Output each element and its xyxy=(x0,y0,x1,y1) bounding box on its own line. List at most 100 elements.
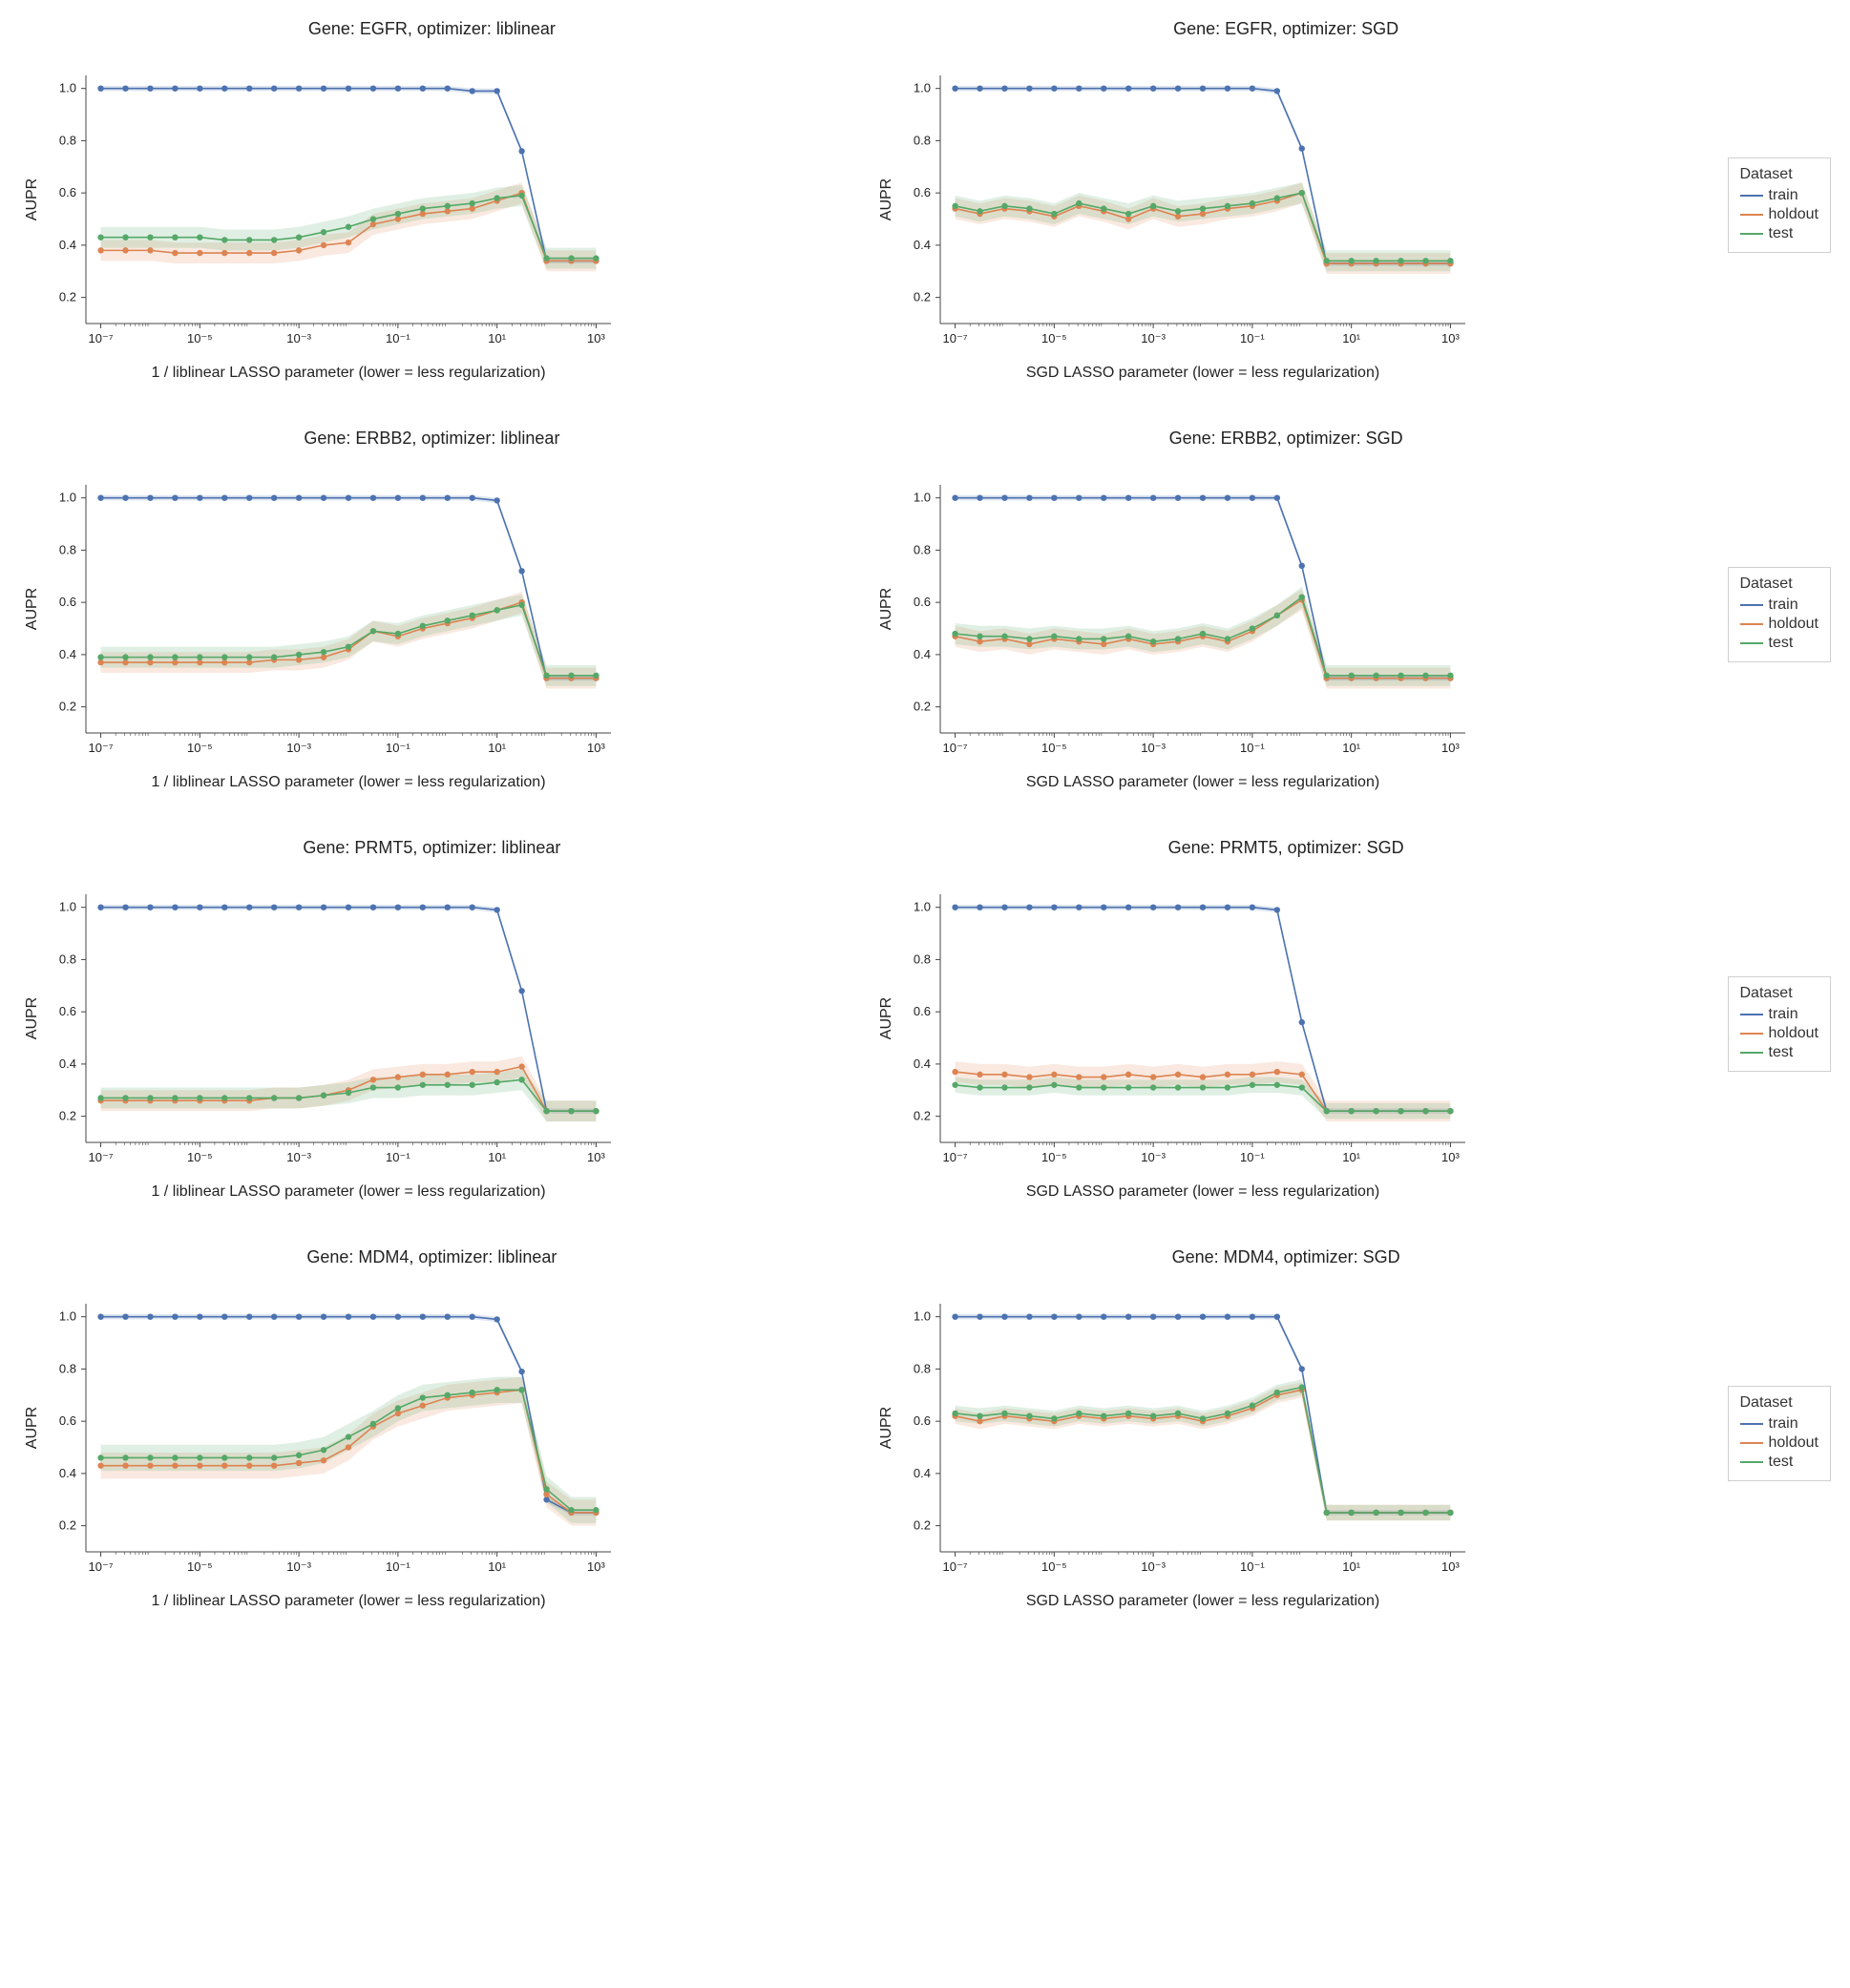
marker-train xyxy=(1125,85,1131,91)
marker-train xyxy=(346,1313,351,1319)
marker-train xyxy=(1298,1019,1304,1025)
x-axis-label: SGD LASSO parameter (lower = less regula… xyxy=(1026,365,1379,381)
x-tick-label: 10⁻⁷ xyxy=(89,1150,114,1164)
marker-train xyxy=(147,85,153,91)
marker-test xyxy=(1125,1084,1131,1090)
y-tick-label: 0.2 xyxy=(59,700,76,714)
marker-train xyxy=(494,1316,499,1322)
marker-test xyxy=(395,211,401,217)
marker-test xyxy=(470,200,475,206)
marker-train xyxy=(1273,907,1279,912)
marker-train xyxy=(1026,85,1032,91)
marker-holdout xyxy=(370,1077,376,1082)
marker-test xyxy=(445,617,451,623)
marker-train xyxy=(346,85,351,91)
marker-test xyxy=(1026,1413,1032,1418)
marker-train xyxy=(321,494,326,500)
marker-holdout xyxy=(296,247,302,253)
marker-test xyxy=(1373,673,1378,679)
marker-holdout xyxy=(97,1462,103,1468)
marker-train xyxy=(977,494,982,500)
marker-test xyxy=(420,1394,426,1400)
y-tick-label: 0.8 xyxy=(59,542,76,556)
marker-test xyxy=(246,237,252,242)
panel-erbb2-liblinear: Gene: ERBB2, optimizer: liblinear0.20.40… xyxy=(19,429,845,800)
marker-holdout xyxy=(246,1462,252,1468)
marker-holdout xyxy=(518,1063,524,1069)
marker-holdout xyxy=(122,1462,128,1468)
legend-label: holdout xyxy=(1769,1434,1819,1452)
marker-holdout xyxy=(420,1403,426,1409)
marker-test xyxy=(1200,631,1206,637)
y-tick-label: 0.6 xyxy=(59,185,76,199)
legend-label: holdout xyxy=(1769,1025,1819,1042)
marker-test xyxy=(395,1405,401,1411)
marker-train xyxy=(147,1313,153,1319)
marker-train xyxy=(370,1313,376,1319)
legend-item-holdout: holdout xyxy=(1740,1434,1819,1452)
y-tick-label: 1.0 xyxy=(914,491,931,505)
marker-holdout xyxy=(1101,1074,1106,1079)
y-tick-label: 0.4 xyxy=(59,1466,76,1480)
marker-test xyxy=(1323,1108,1329,1114)
marker-test xyxy=(1101,1084,1106,1090)
marker-test xyxy=(296,1453,302,1458)
y-tick-label: 0.4 xyxy=(59,1057,76,1071)
marker-test xyxy=(1224,1411,1230,1416)
marker-test xyxy=(346,1090,351,1096)
marker-train xyxy=(1249,904,1254,910)
marker-test xyxy=(445,1082,451,1088)
x-axis-label: SGD LASSO parameter (lower = less regula… xyxy=(1026,1593,1379,1609)
chart-title: Gene: EGFR, optimizer: SGD xyxy=(873,19,1699,39)
x-tick-label: 10⁻¹ xyxy=(1240,331,1265,345)
y-axis-label: AUPR xyxy=(878,178,894,220)
chart-mdm4-liblinear: 0.20.40.60.81.010⁻⁷10⁻⁵10⁻³10⁻¹10¹10³AUP… xyxy=(19,1275,630,1619)
x-tick-label: 10¹ xyxy=(488,741,506,755)
marker-test xyxy=(1249,1403,1254,1409)
marker-test xyxy=(543,255,549,261)
marker-train xyxy=(221,494,227,500)
panel-prmt5-liblinear: Gene: PRMT5, optimizer: liblinear0.20.40… xyxy=(19,838,845,1209)
marker-train xyxy=(1051,1313,1057,1319)
marker-train xyxy=(1051,85,1057,91)
marker-train xyxy=(445,494,451,500)
legend-swatch xyxy=(1740,1423,1763,1425)
marker-train xyxy=(1076,85,1082,91)
chart-title: Gene: MDM4, optimizer: SGD xyxy=(873,1247,1699,1267)
marker-test xyxy=(1398,1108,1403,1114)
y-tick-label: 0.4 xyxy=(914,1466,931,1480)
x-tick-label: 10¹ xyxy=(488,331,506,345)
y-tick-label: 0.6 xyxy=(914,1413,931,1428)
marker-test xyxy=(271,1454,277,1460)
marker-test xyxy=(246,654,252,659)
legend-label: holdout xyxy=(1769,616,1819,633)
marker-test xyxy=(977,634,982,639)
marker-holdout xyxy=(221,250,227,256)
marker-train xyxy=(197,904,202,910)
marker-train xyxy=(122,904,128,910)
legend-label: test xyxy=(1769,1454,1794,1471)
marker-test xyxy=(147,234,153,240)
marker-test xyxy=(1150,203,1156,209)
legend-label: test xyxy=(1769,1044,1794,1061)
y-tick-label: 1.0 xyxy=(914,900,931,914)
marker-test xyxy=(420,205,426,211)
legend-cell: Datasettrainholdouttest xyxy=(1728,1247,1832,1619)
marker-train xyxy=(1026,1313,1032,1319)
marker-holdout xyxy=(246,250,252,256)
y-tick-label: 0.8 xyxy=(914,1361,931,1375)
marker-test xyxy=(1373,258,1378,263)
marker-train xyxy=(1026,494,1032,500)
marker-test xyxy=(1323,258,1329,263)
marker-train xyxy=(1101,494,1106,500)
x-tick-label: 10³ xyxy=(1441,331,1460,345)
marker-test xyxy=(1026,636,1032,641)
x-tick-label: 10¹ xyxy=(1342,331,1360,345)
marker-test xyxy=(370,628,376,634)
legend-swatch xyxy=(1740,1052,1763,1054)
marker-test xyxy=(977,208,982,214)
marker-train xyxy=(1200,494,1206,500)
marker-train xyxy=(246,494,252,500)
marker-holdout xyxy=(445,1072,451,1078)
marker-test xyxy=(1398,673,1403,679)
